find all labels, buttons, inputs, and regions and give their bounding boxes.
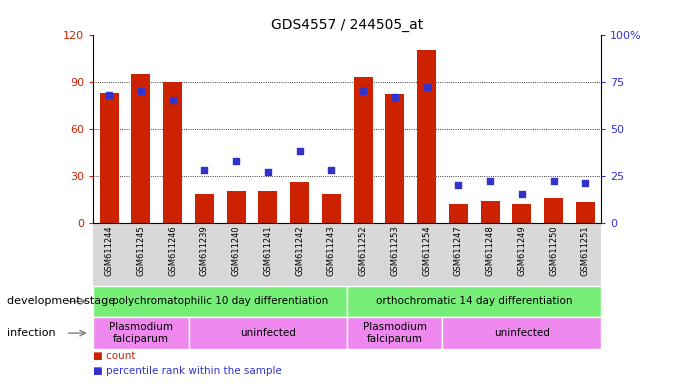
Bar — [195, 195, 214, 223]
Point — [580, 180, 591, 186]
Point — [516, 192, 527, 198]
Point — [389, 94, 400, 100]
Point — [357, 88, 368, 94]
Text: ■ percentile rank within the sample: ■ percentile rank within the sample — [93, 366, 282, 376]
Text: infection: infection — [7, 328, 55, 338]
Bar — [512, 204, 531, 223]
Bar — [100, 93, 119, 223]
Point — [263, 169, 274, 175]
Text: uninfected: uninfected — [240, 328, 296, 338]
Bar — [448, 204, 468, 223]
Bar — [290, 182, 309, 223]
Bar — [322, 195, 341, 223]
Bar — [163, 82, 182, 223]
Text: ■ count: ■ count — [93, 351, 136, 361]
Text: Plasmodium
falciparum: Plasmodium falciparum — [363, 322, 427, 344]
Bar — [354, 77, 372, 223]
Text: development stage: development stage — [7, 296, 115, 306]
Point — [548, 178, 559, 184]
Title: GDS4557 / 244505_at: GDS4557 / 244505_at — [271, 18, 424, 32]
Bar — [576, 202, 595, 223]
Text: polychromatophilic 10 day differentiation: polychromatophilic 10 day differentiatio… — [112, 296, 328, 306]
Point — [294, 148, 305, 154]
Bar — [386, 94, 404, 223]
Point — [167, 98, 178, 104]
Point — [421, 84, 432, 90]
Bar — [227, 191, 245, 223]
Text: Plasmodium
falciparum: Plasmodium falciparum — [109, 322, 173, 344]
Point — [453, 182, 464, 188]
Point — [326, 167, 337, 173]
Point — [104, 92, 115, 98]
Bar — [258, 191, 277, 223]
Text: uninfected: uninfected — [494, 328, 550, 338]
Bar — [131, 74, 151, 223]
Text: orthochromatic 14 day differentiation: orthochromatic 14 day differentiation — [376, 296, 572, 306]
Bar — [480, 201, 500, 223]
Point — [199, 167, 210, 173]
Point — [135, 88, 146, 94]
Bar — [544, 198, 563, 223]
Point — [484, 178, 495, 184]
Bar — [417, 50, 436, 223]
Point — [231, 157, 242, 164]
